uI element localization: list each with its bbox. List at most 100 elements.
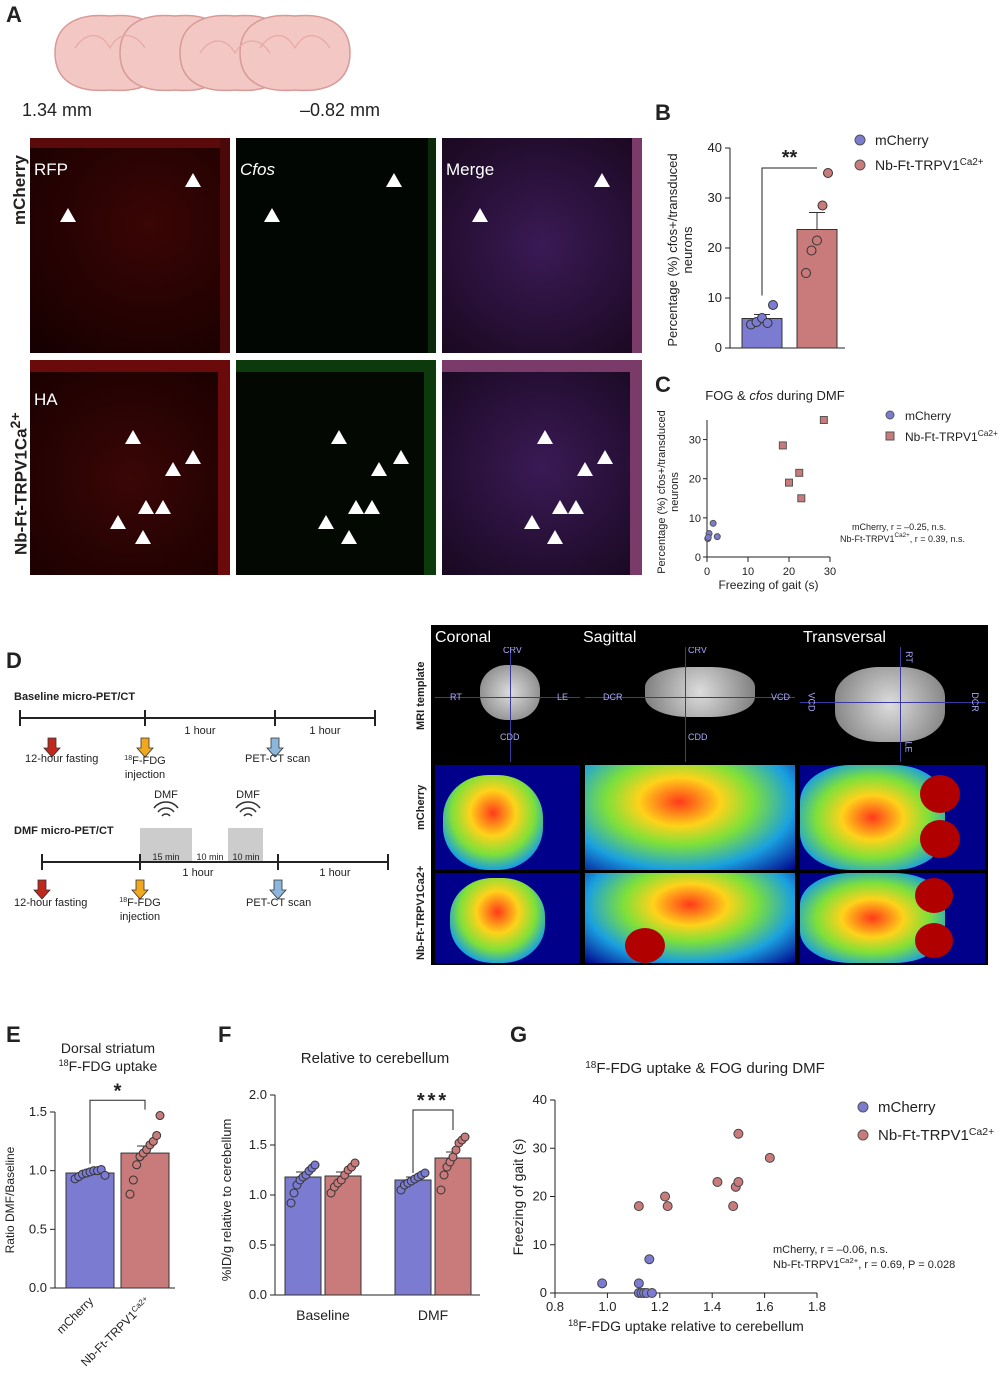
arrowhead: [185, 450, 201, 464]
pet-mcherry-sagittal: [585, 765, 795, 870]
arrowhead: [138, 500, 154, 514]
data-point-trpv1: [819, 416, 828, 424]
arrowhead: [185, 173, 201, 187]
label-10min: 10 min: [196, 852, 223, 862]
chart-c: FOG & cfos during DMF 0 10 20 30 0 10 20 30 Freez…: [656, 388, 998, 592]
arrowhead: [577, 462, 593, 476]
micrograph-trpv1-merge: [442, 360, 642, 575]
data-point-mcherry: [644, 1254, 655, 1265]
legend-marker-trpv1: [885, 431, 895, 441]
data-point: [155, 1111, 165, 1121]
arrowhead: [594, 173, 610, 187]
brain-sections-illustration: [54, 14, 351, 92]
data-point: [310, 1160, 320, 1170]
arrowhead: [568, 500, 584, 514]
data-point: [436, 1185, 446, 1195]
e-x-tick-label: mCherry: [54, 1294, 96, 1336]
f-x-tick-label: Baseline: [296, 1307, 350, 1323]
g-x-tick-label: 0.8: [546, 1299, 564, 1314]
f-x-tick-label: DMF: [418, 1307, 448, 1323]
g-x-tick-label: 1.8: [808, 1299, 826, 1314]
micro-label-merge: Merge: [446, 160, 495, 179]
legend-label-trpv1: Nb-Ft-TRPV1Ca2+: [905, 428, 998, 444]
g-ylabel: Freezing of gait (s): [510, 1139, 526, 1256]
label-hour: 1 hour: [319, 867, 351, 879]
g-x-tick-label: 1.2: [651, 1299, 669, 1314]
bar-Baseline-Nb-Ft-TRPV1Ca2+: [324, 1175, 362, 1296]
arrowhead: [547, 530, 563, 544]
bar-Baseline-mCherry: [284, 1176, 322, 1296]
sound-wave-icon: [157, 807, 175, 813]
c-annotation-mcherry: mCherry, r = –0.25, n.s.: [852, 522, 946, 532]
g-title: 18F-FDG uptake & FOG during DMF: [585, 1060, 825, 1077]
legend-label-mcherry: mCherry: [875, 132, 929, 148]
orient-dcr: DCR: [969, 692, 980, 712]
orient-cdd: CDD: [688, 732, 708, 742]
pet-grid: Coronal Sagittal Transversal MRI templat…: [413, 625, 988, 965]
data-point: [286, 1198, 296, 1208]
legend-label-trpv1: Nb-Ft-TRPV1Ca2+: [878, 1126, 994, 1144]
arrowhead: [597, 450, 613, 464]
data-point-trpv1: [797, 494, 806, 503]
data-point-trpv1: [662, 1201, 673, 1212]
label-injection-line2: injection: [125, 769, 165, 781]
bar-Nb-Ft-TRPV1Ca2+: [120, 1152, 170, 1289]
legend-label-mcherry: mCherry: [905, 409, 951, 423]
arrowhead: [264, 208, 280, 222]
panel-label-c: C: [655, 372, 671, 397]
e-title-1: Dorsal striatum: [61, 1040, 155, 1056]
label-injection-line2: injection: [120, 911, 160, 923]
label-injection: 18F-FDG: [119, 897, 160, 909]
f-title: Relative to cerebellum: [301, 1050, 449, 1067]
b-y-tick-label: 30: [708, 190, 722, 205]
c-annotation-trpv1: Nb-Ft-TRPV1Ca2+, r = 0.39, n.s.: [840, 532, 965, 544]
arrowhead: [348, 500, 364, 514]
label-fasting: 12-hour fasting: [14, 897, 87, 909]
panel-label-f: F: [218, 1022, 232, 1047]
legend-label-trpv1: Nb-Ft-TRPV1Ca2+: [875, 157, 984, 173]
data-point-trpv1: [778, 441, 787, 450]
data-point: [100, 1170, 110, 1180]
f-ylabel: %ID/g relative to cerebellum: [219, 1119, 234, 1282]
label-10min: 10 min: [232, 852, 259, 862]
sound-wave-icon: [243, 813, 253, 817]
injection-arrow: [136, 737, 154, 758]
label-dmf: DMF: [154, 789, 178, 801]
g-annotation-trpv1: Nb-Ft-TRPV1Ca2+, r = 0.69, P = 0.028: [773, 1256, 955, 1271]
legend-marker-mcherry: [854, 134, 866, 146]
arrowhead: [331, 430, 347, 444]
b-y-tick-label: 20: [708, 240, 722, 255]
c-x-tick-label: 0: [704, 566, 710, 578]
data-point-trpv1: [764, 1152, 775, 1163]
panel-label-e: E: [6, 1022, 21, 1047]
pet-trpv1-transversal: [800, 873, 985, 963]
arrowhead: [341, 530, 357, 544]
b-y-tick-label: 0: [715, 340, 722, 355]
chart-f: Relative to cerebellum 0.0 0.5 1.0 1.5 2.0 %ID…: [219, 1050, 480, 1323]
position-right: –0.82 mm: [300, 100, 381, 120]
sound-wave-icon: [239, 807, 257, 813]
micrograph-trpv1-ha: HA: [30, 360, 230, 575]
arrowhead: [552, 500, 568, 514]
label-scan: PET-CT scan: [245, 753, 310, 765]
pet-row-mcherry: mCherry: [415, 784, 427, 830]
data-point-trpv1: [795, 468, 804, 477]
chart-b: 0 10 20 30 40 Percentage (%) cfos+/transduced…: [665, 132, 984, 355]
data-point-trpv1: [660, 1191, 671, 1202]
sound-wave-icon: [235, 801, 261, 809]
pet-mcherry-transversal: [800, 765, 985, 870]
c-y-tick-label: 30: [689, 435, 701, 447]
bar-mCherry: [65, 1172, 115, 1289]
arrowhead: [537, 430, 553, 444]
label-fasting: 12-hour fasting: [25, 753, 98, 765]
g-x-tick-label: 1.4: [703, 1299, 721, 1314]
arrowhead: [125, 430, 141, 444]
dmf-title: DMF micro-PET/CT: [14, 825, 114, 837]
fasting-arrow: [33, 879, 51, 900]
label-dmf: DMF: [236, 789, 260, 801]
bar-DMF-mCherry: [394, 1179, 432, 1296]
injection-arrow: [131, 879, 149, 900]
micro-label-cfos: Cfos: [240, 160, 275, 179]
label-scan: PET-CT scan: [246, 897, 311, 909]
label-injection: 18F-FDG: [124, 755, 165, 767]
